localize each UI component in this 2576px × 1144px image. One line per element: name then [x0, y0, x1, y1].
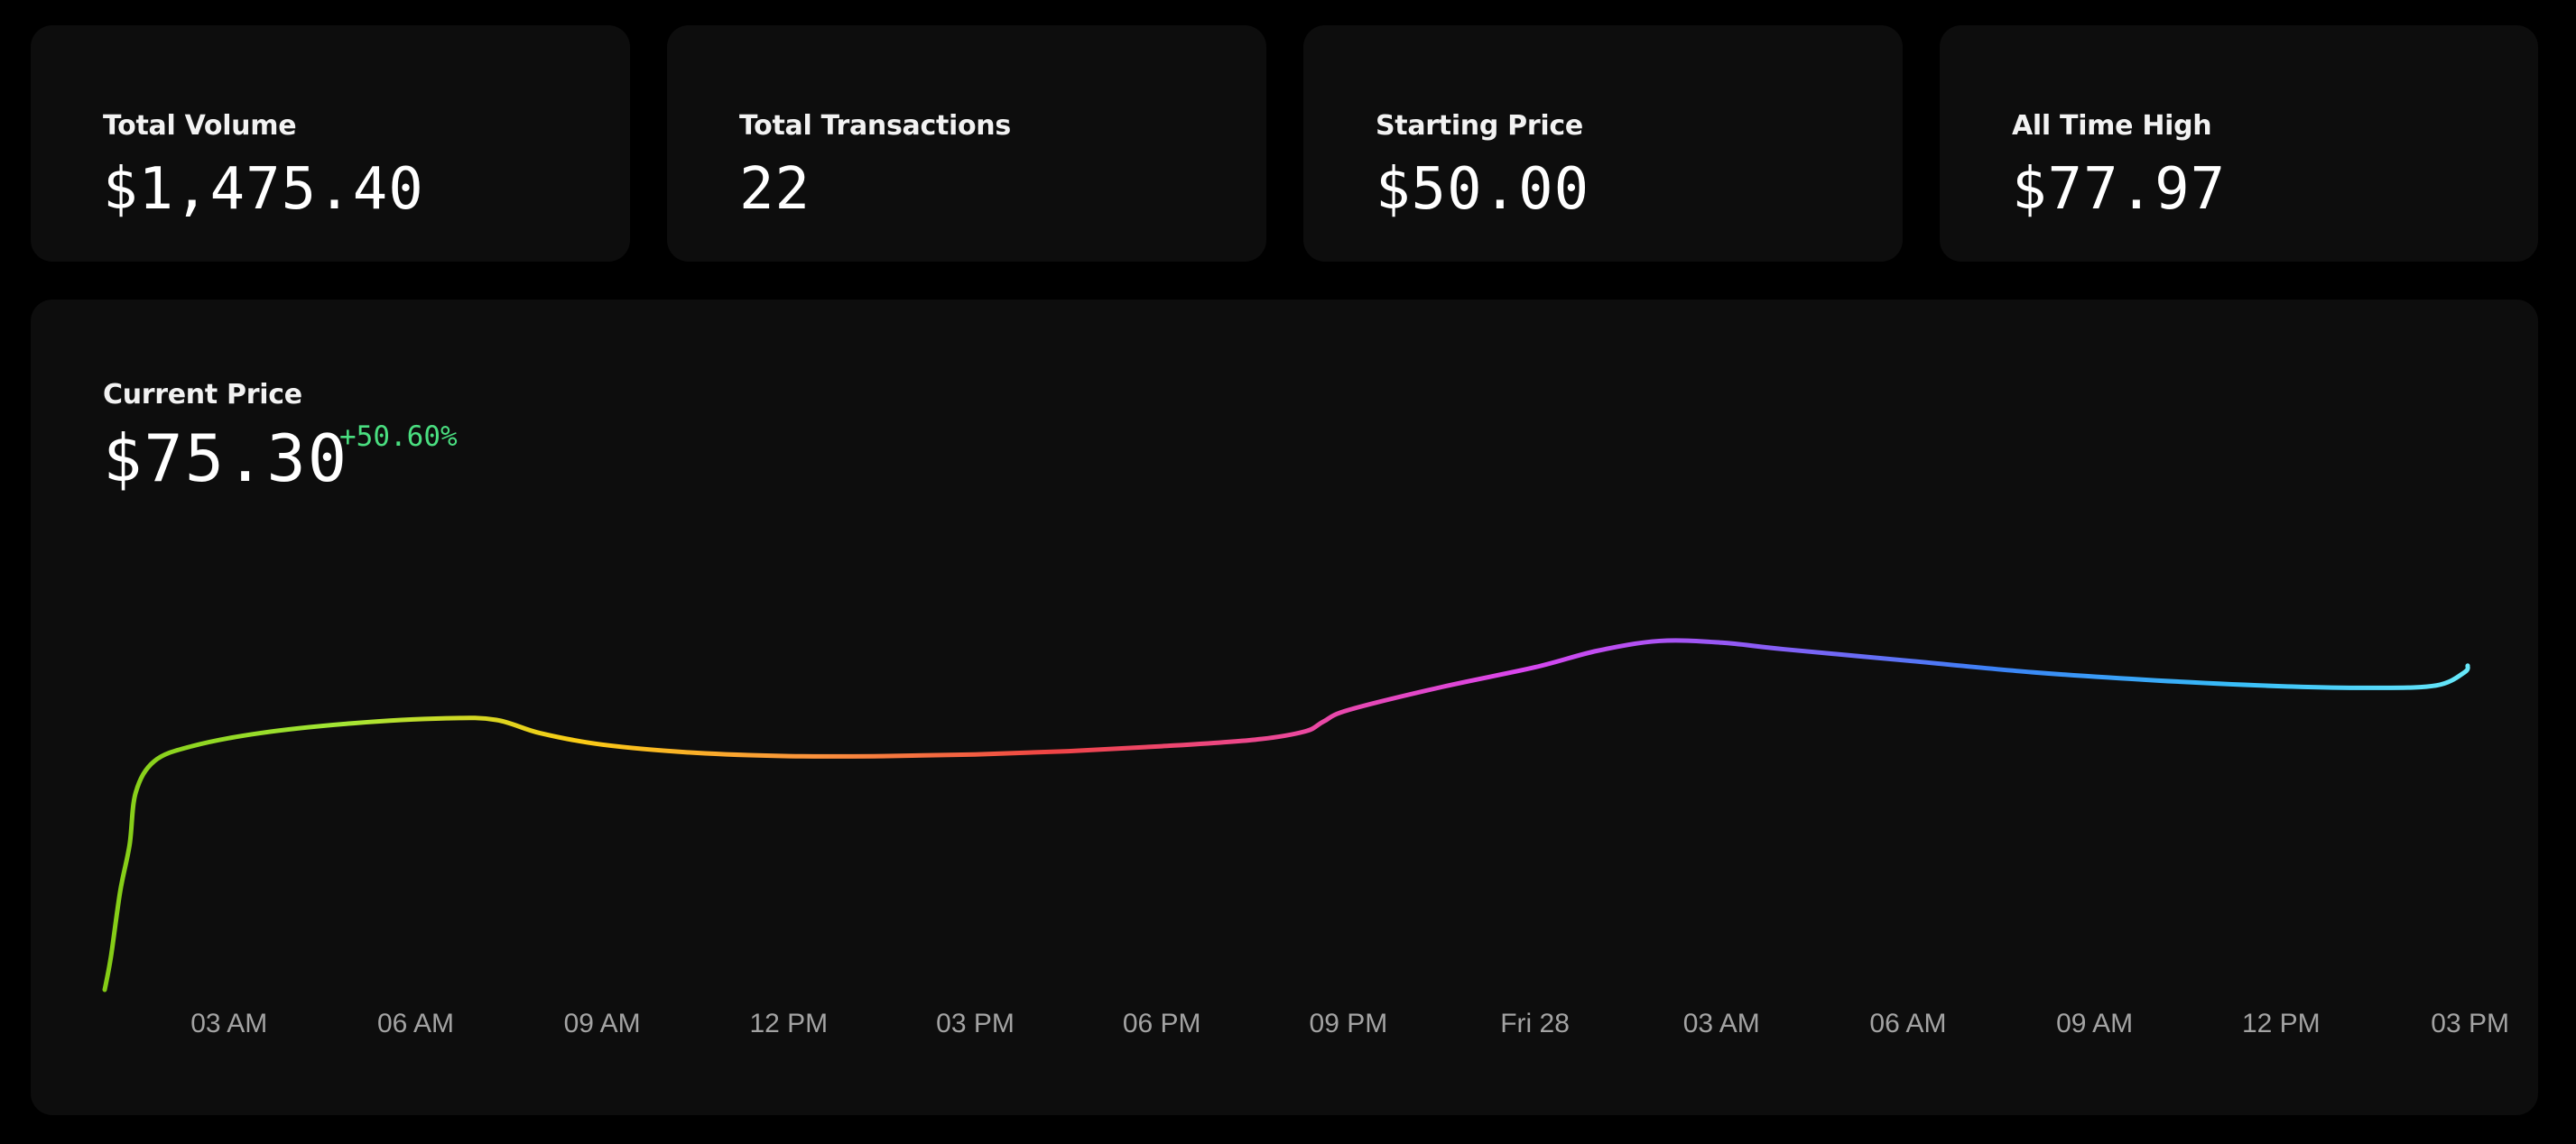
- stat-value: $1,475.40: [103, 156, 424, 223]
- stat-label: Starting Price: [1376, 110, 1583, 142]
- x-tick-label: 09 PM: [1310, 1009, 1388, 1038]
- x-tick-label: 12 PM: [749, 1009, 828, 1038]
- stat-value: 22: [739, 156, 811, 223]
- x-tick-label: 09 AM: [2056, 1009, 2133, 1038]
- stat-value: $77.97: [2012, 156, 2227, 223]
- price-chart-card: 03 AM 06 AM 09 AM 12 PM 03 PM 06 PM 09 PM Fri 2…: [31, 300, 2538, 1115]
- x-tick-label: 03 PM: [2431, 1009, 2509, 1038]
- stat-card-total-volume: Total Volume $1,475.40: [31, 25, 630, 262]
- stat-card-starting-price: Starting Price $50.00: [1303, 25, 1903, 262]
- current-price-label: Current Price: [103, 379, 302, 411]
- x-tick-label: 06 AM: [377, 1009, 454, 1038]
- x-tick-label: 06 PM: [1123, 1009, 1201, 1038]
- x-tick-label: 06 AM: [1869, 1009, 1946, 1038]
- stat-value: $50.00: [1376, 156, 1590, 223]
- current-price-value: $75.30: [103, 420, 349, 496]
- stat-label: Total Transactions: [739, 110, 1011, 142]
- x-tick-label: Fri 28: [1500, 1009, 1570, 1038]
- price-line: [102, 638, 2470, 992]
- x-tick-label: 09 AM: [564, 1009, 641, 1038]
- x-tick-label: 03 AM: [190, 1009, 267, 1038]
- x-tick-label: 12 PM: [2242, 1009, 2321, 1038]
- x-tick-label: 03 AM: [1683, 1009, 1760, 1038]
- stat-label: All Time High: [2012, 110, 2212, 142]
- stat-card-all-time-high: All Time High $77.97: [1940, 25, 2538, 262]
- price-chart[interactable]: 03 AM 06 AM 09 AM 12 PM 03 PM 06 PM 09 PM Fri 2…: [31, 300, 2538, 1115]
- stat-label: Total Volume: [103, 110, 297, 142]
- price-change-badge: +50.60%: [339, 420, 458, 453]
- x-tick-label: 03 PM: [936, 1009, 1015, 1038]
- stat-card-total-transactions: Total Transactions 22: [667, 25, 1266, 262]
